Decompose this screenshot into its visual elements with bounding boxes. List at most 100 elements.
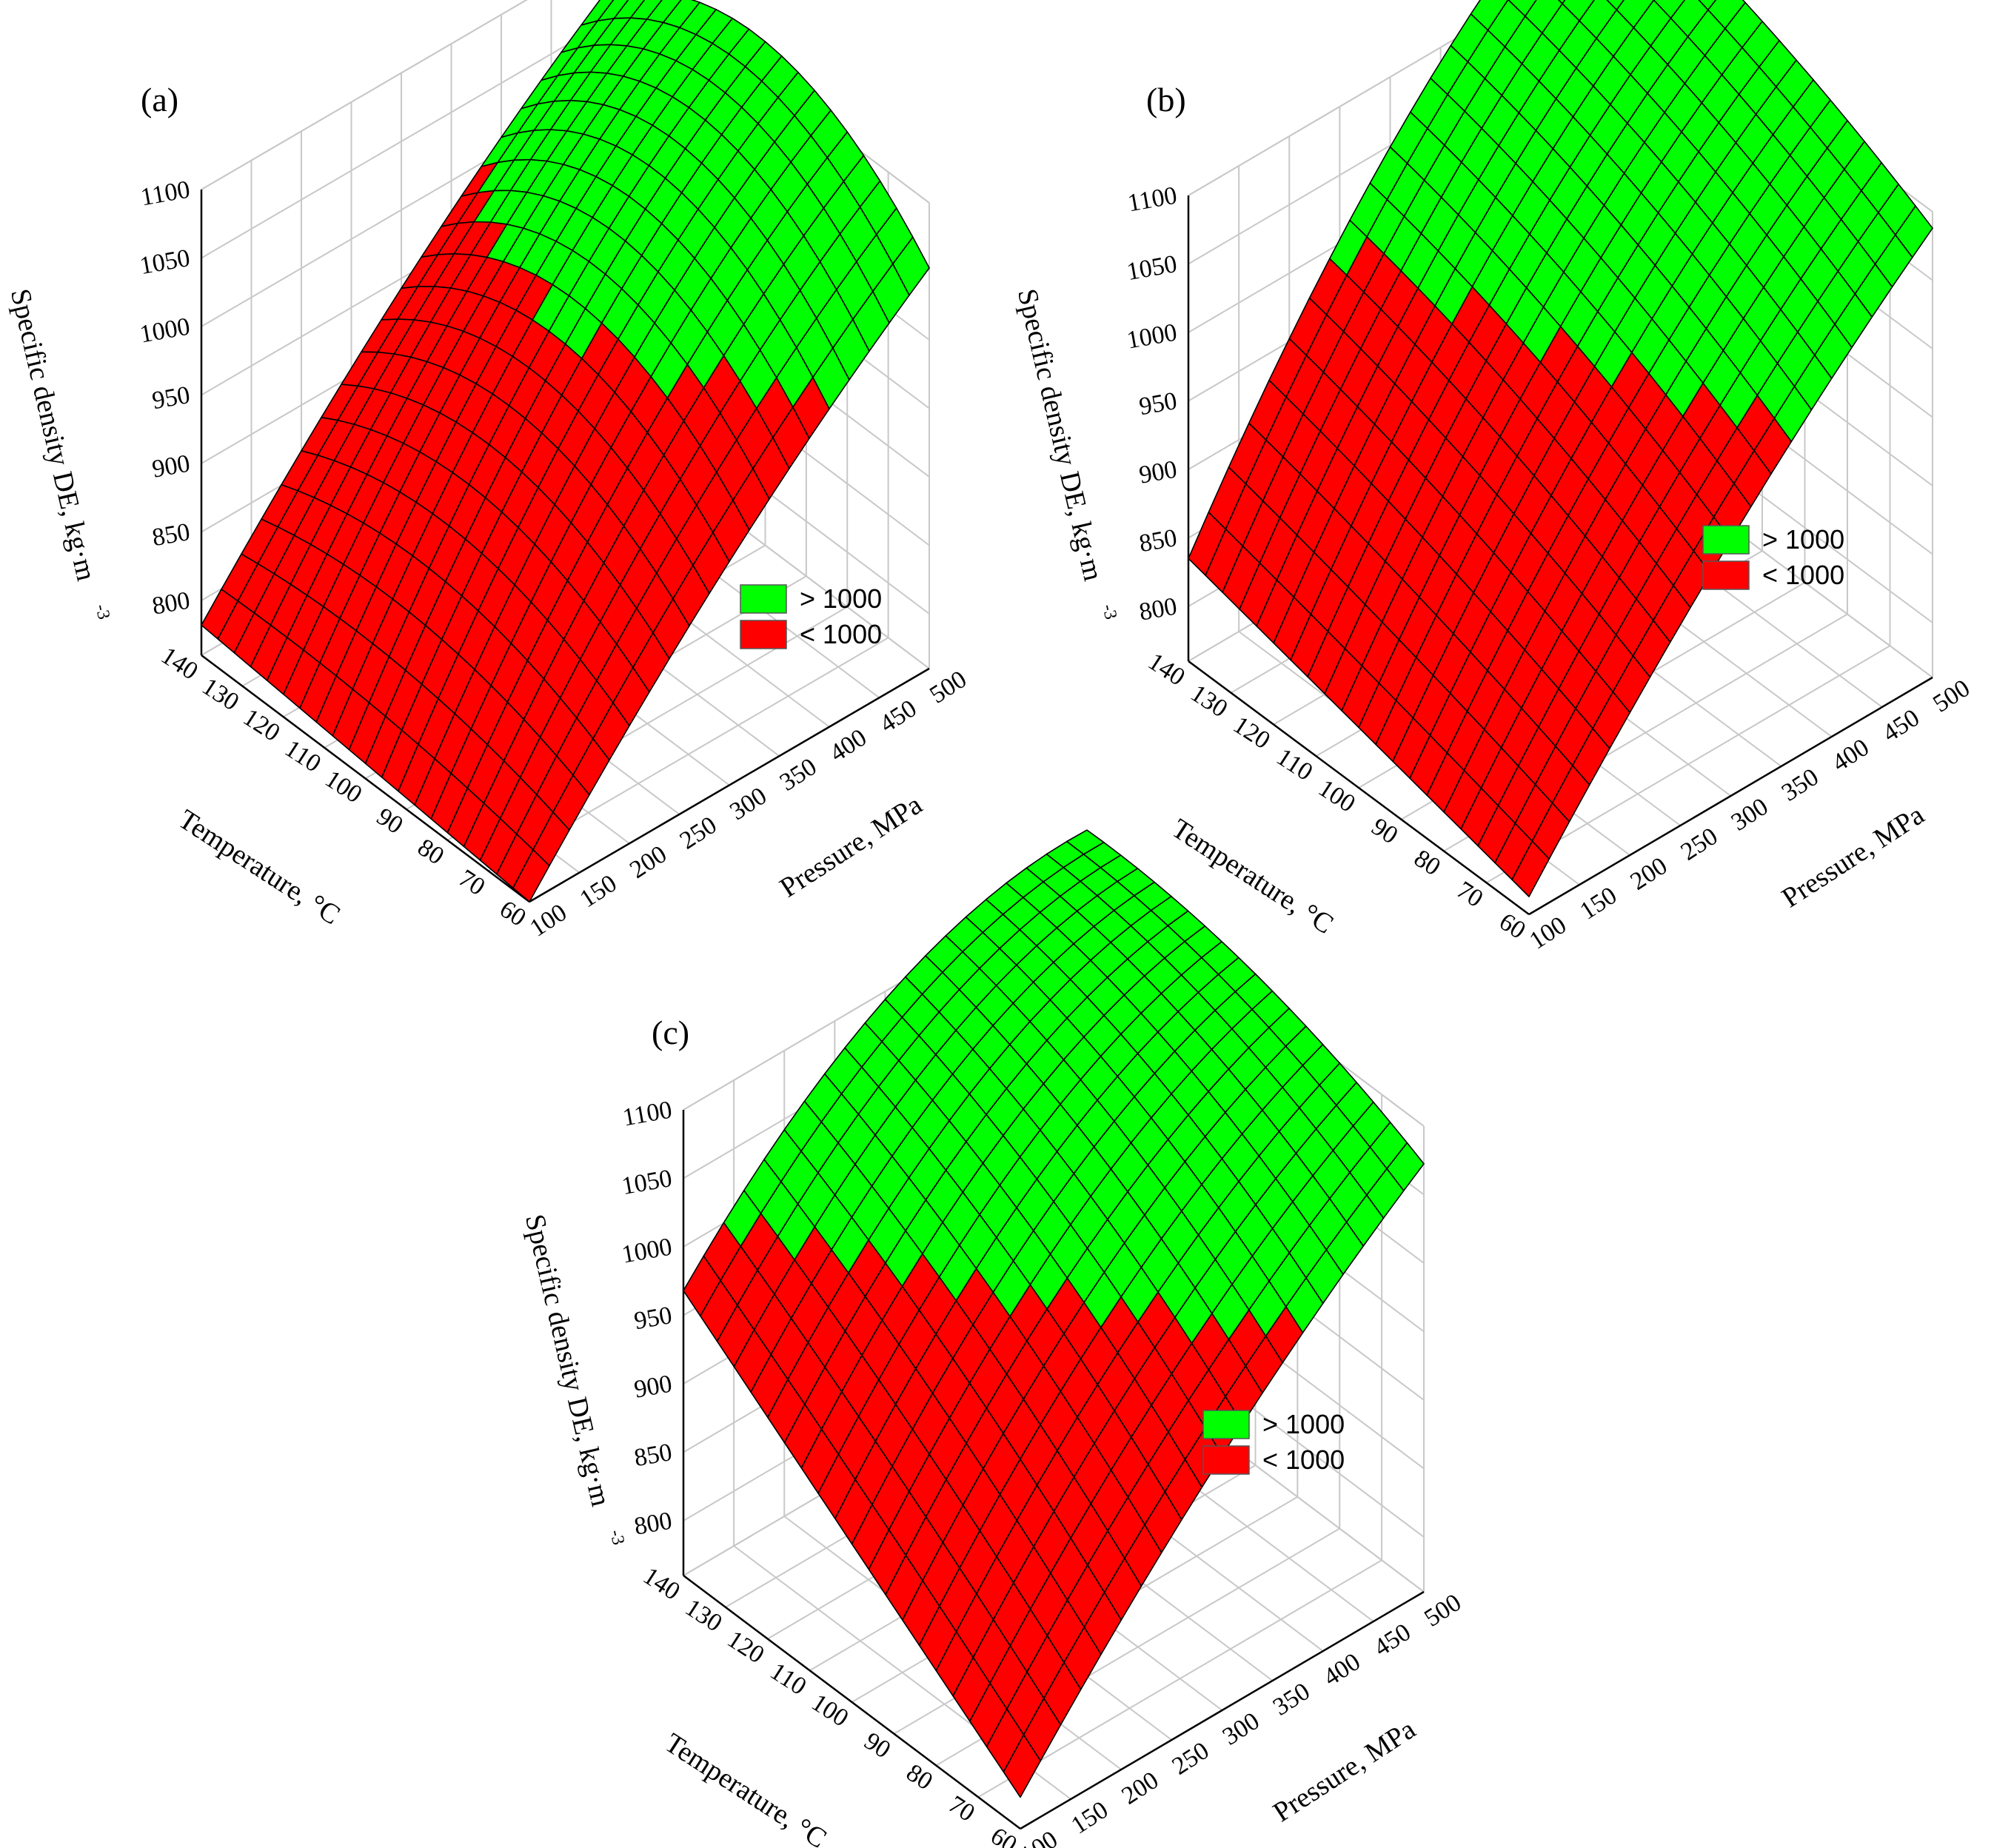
- surface-cell: [1698, 0, 1717, 11]
- pressure-tick-label: 500: [1419, 1589, 1466, 1633]
- density-tick-label: 950: [1137, 387, 1180, 421]
- pressure-axis-title: Pressure, MPa: [1268, 1713, 1421, 1828]
- pressure-tick-label: 350: [1777, 763, 1824, 807]
- density-axis-title-superscript: -3: [91, 603, 113, 621]
- density-tick-label: 900: [632, 1370, 675, 1403]
- temperature-tick-label: 140: [638, 1562, 685, 1606]
- density-tick-label: 1100: [138, 175, 192, 211]
- density-tick-label: 1050: [620, 1165, 674, 1200]
- density-axis-title-text: Specific density DE, kg·m: [4, 286, 102, 583]
- temperature-tick-label: 110: [766, 1658, 812, 1701]
- surface-cell: [613, 0, 646, 19]
- legend: > 1000 < 1000: [740, 583, 882, 649]
- pressure-axis-line: [1528, 676, 1933, 916]
- temperature-tick-label: 140: [1143, 648, 1190, 692]
- chart-panel-c: 1001502002503003504004505006070809010011…: [519, 829, 1466, 1848]
- surface-mesh: [201, 0, 930, 903]
- surface-cell: [1707, 0, 1746, 30]
- density-tick-label: 1100: [620, 1096, 674, 1131]
- density-tick-label: 1100: [1125, 181, 1179, 217]
- legend: > 1000 < 1000: [1702, 524, 1844, 590]
- surface-cell: [629, 0, 663, 20]
- temperature-axis-line: [201, 654, 530, 903]
- density-tick-label: 1050: [1125, 250, 1179, 286]
- legend-label: < 1000: [1762, 560, 1844, 590]
- legend-swatch: [1702, 525, 1750, 555]
- pressure-tick-label: 150: [1575, 882, 1622, 925]
- temperature-axis-title: Temperature, °C: [173, 803, 345, 931]
- pressure-tick-label: 100: [1016, 1826, 1063, 1848]
- density-tick-label: 900: [1137, 455, 1180, 489]
- density-tick-label: 1000: [138, 312, 192, 348]
- temperature-tick-label: 100: [1314, 774, 1360, 818]
- surface-mesh: [1188, 0, 1933, 897]
- temperature-tick-label: 70: [943, 1790, 980, 1827]
- pressure-tick-label: 400: [1827, 734, 1874, 777]
- surface-cell: [1487, 0, 1526, 47]
- surface-cell: [1066, 829, 1105, 855]
- pressure-tick-label: 250: [1168, 1737, 1214, 1781]
- temperature-tick-label: 130: [680, 1594, 727, 1638]
- panel-label: (c): [652, 1014, 689, 1051]
- pressure-tick-label: 300: [1727, 793, 1773, 837]
- axes: [682, 1110, 1425, 1830]
- temperature-tick-label: 80: [412, 834, 449, 871]
- legend-swatch: [740, 620, 787, 649]
- density-axis-title: Specific density DE, kg·m -3: [1011, 286, 1120, 621]
- temperature-axis-title: Temperature, °C: [659, 1727, 832, 1848]
- pressure-tick-label: 250: [1676, 823, 1723, 866]
- pressure-axis-title: Pressure, MPa: [774, 789, 928, 904]
- pressure-tick-label: 400: [825, 724, 871, 768]
- temperature-tick-label: 130: [197, 673, 244, 717]
- legend-label: > 1000: [1262, 1409, 1345, 1439]
- legend-swatch: [740, 584, 787, 614]
- temperature-tick-label: 110: [1271, 743, 1317, 786]
- temperature-tick-label: 70: [454, 865, 490, 902]
- chart-panel-a: 1001502002503003504004505006070809010011…: [4, 0, 971, 943]
- surface-cell: [1508, 0, 1537, 17]
- temperature-axis-line: [1188, 660, 1530, 916]
- pressure-tick-label: 150: [575, 870, 622, 914]
- density-tick-label: 800: [632, 1507, 675, 1540]
- temperature-tick-label: 70: [1452, 876, 1488, 913]
- axes: [200, 190, 930, 903]
- temperature-tick-label: 100: [320, 765, 367, 808]
- surface-cell: [597, 0, 629, 21]
- legend: > 1000 < 1000: [1202, 1409, 1345, 1475]
- density-axis-title: Specific density DE, kg·m -3: [519, 1211, 628, 1547]
- legend-swatch: [1702, 560, 1750, 590]
- pressure-tick-label: 500: [925, 666, 971, 709]
- density-tick-label: 950: [150, 381, 193, 415]
- density-tick-label: 850: [150, 518, 193, 552]
- pressure-tick-label: 400: [1319, 1648, 1365, 1692]
- surface-cell: [646, 0, 682, 24]
- density-axis-title: Specific density DE, kg·m -3: [4, 286, 113, 621]
- temperature-tick-label: 90: [1367, 813, 1403, 850]
- pressure-tick-label: 300: [1218, 1707, 1265, 1751]
- legend-label: > 1000: [1762, 524, 1844, 555]
- density-tick-label: 800: [1137, 592, 1180, 626]
- density-tick-label: 800: [150, 586, 193, 620]
- surface-cell: [1616, 0, 1655, 29]
- temperature-tick-label: 140: [156, 642, 203, 686]
- density-tick-label: 850: [632, 1439, 675, 1472]
- legend-swatch: [1202, 1445, 1250, 1475]
- temperature-tick-label: 120: [1228, 711, 1275, 754]
- surface-cell: [1670, 0, 1709, 38]
- temperature-tick-label: 60: [1494, 908, 1530, 945]
- temperature-axis-line: [683, 1575, 1021, 1829]
- pressure-tick-label: 500: [1928, 674, 1975, 718]
- pressure-tick-label: 150: [1066, 1796, 1113, 1840]
- surface-cell: [1606, 0, 1625, 10]
- pressure-tick-label: 200: [1625, 852, 1672, 896]
- floor-grid-line: [977, 1559, 1382, 1798]
- density-tick-label: 900: [150, 449, 193, 483]
- density-tick-label: 850: [1137, 524, 1180, 558]
- density-axis-title-text: Specific density DE, kg·m: [519, 1211, 617, 1509]
- pressure-tick-label: 300: [725, 782, 772, 826]
- pressure-tick-label: 450: [1878, 704, 1924, 748]
- temperature-tick-label: 100: [806, 1689, 853, 1732]
- temperature-tick-label: 60: [495, 895, 531, 932]
- legend-label: < 1000: [800, 619, 882, 649]
